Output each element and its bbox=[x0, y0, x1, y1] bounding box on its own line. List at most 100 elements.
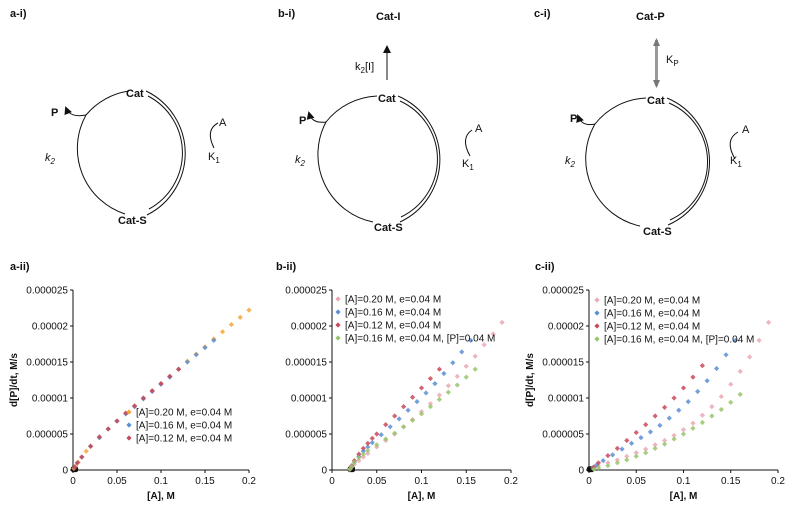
x-tick-label: 0.05 bbox=[367, 476, 387, 487]
data-point bbox=[680, 427, 687, 433]
data-point bbox=[450, 360, 456, 366]
data-point bbox=[387, 424, 393, 430]
data-point bbox=[237, 314, 243, 320]
data-point bbox=[436, 366, 442, 372]
data-point bbox=[472, 366, 478, 372]
node-cat: Cat bbox=[647, 95, 665, 107]
data-point bbox=[709, 413, 715, 419]
cycle-diagram-a: Cat Cat-S P A K1 k2 bbox=[45, 88, 227, 227]
y-tick-label: 0.000005 bbox=[26, 430, 68, 441]
equilibrium-head-down bbox=[653, 80, 660, 88]
data-point bbox=[499, 319, 505, 325]
data-point bbox=[628, 440, 635, 446]
legend-entry: [A]=0.12 M, e=0.04 M bbox=[345, 321, 441, 332]
legend-marker bbox=[594, 310, 600, 316]
data-point bbox=[605, 463, 611, 469]
cycle-arc-left-lower bbox=[76, 114, 126, 215]
x-tick-label: 0.1 bbox=[154, 476, 168, 487]
node-product: P bbox=[570, 113, 577, 125]
substrate-curve bbox=[209, 122, 219, 149]
x-tick-label: 0.15 bbox=[195, 476, 215, 487]
data-point bbox=[365, 447, 371, 454]
node-cat: Cat bbox=[126, 88, 144, 100]
data-point bbox=[369, 435, 375, 441]
data-point bbox=[690, 374, 696, 380]
product-release-arrow bbox=[64, 106, 87, 117]
data-point bbox=[365, 440, 371, 446]
legend-marker bbox=[335, 322, 341, 328]
y-tick-label: 0 bbox=[321, 466, 327, 477]
data-point bbox=[728, 399, 734, 405]
data-point bbox=[202, 345, 208, 351]
legend-marker bbox=[335, 296, 341, 302]
data-point bbox=[356, 455, 362, 461]
data-point bbox=[401, 404, 407, 410]
x-axis-label: [A], M bbox=[670, 491, 698, 502]
x-tick-label: 0.2 bbox=[771, 476, 785, 487]
node-product: P bbox=[299, 115, 306, 127]
data-point bbox=[454, 373, 460, 379]
equilibrium-double-line bbox=[655, 40, 658, 86]
node-cat: Cat bbox=[378, 93, 396, 105]
label-k1: K1 bbox=[730, 155, 742, 169]
data-point bbox=[643, 446, 649, 452]
data-point bbox=[605, 453, 611, 459]
data-point bbox=[436, 396, 442, 403]
data-point bbox=[105, 426, 111, 432]
y-tick-label: 0.00001 bbox=[548, 394, 585, 405]
y-tick-label: 0.00001 bbox=[291, 394, 328, 405]
y-tick-label: 0.000015 bbox=[542, 358, 584, 369]
legend-entry: [A]=0.16 M, e=0.04 M bbox=[345, 308, 441, 319]
label-substrate: A bbox=[219, 117, 227, 129]
data-point bbox=[463, 374, 469, 380]
data-point bbox=[378, 432, 384, 438]
data-point bbox=[184, 359, 190, 365]
legend-entry: [A]=0.20 M, e=0.04 M bbox=[345, 295, 441, 306]
data-point bbox=[699, 412, 705, 418]
data-point bbox=[671, 436, 677, 442]
y-tick-label: 0.00001 bbox=[32, 394, 69, 405]
data-point bbox=[220, 329, 226, 335]
data-point bbox=[414, 399, 420, 405]
data-point bbox=[666, 415, 672, 421]
data-point bbox=[737, 391, 743, 397]
y-tick-label: 0.00002 bbox=[32, 322, 69, 333]
label-k1: K1 bbox=[208, 151, 220, 165]
cycle-diagram-c: Cat-P KP Cat Cat-S P A K1 k2 bbox=[565, 11, 750, 238]
data-point bbox=[132, 403, 138, 409]
y-tick-label: 0.000025 bbox=[285, 286, 327, 297]
data-point bbox=[365, 444, 371, 450]
data-point bbox=[423, 390, 429, 396]
data-point bbox=[459, 349, 465, 355]
data-point bbox=[383, 422, 389, 428]
data-point bbox=[167, 373, 173, 379]
data-point bbox=[427, 401, 434, 407]
data-point bbox=[490, 331, 496, 337]
data-point bbox=[595, 460, 602, 466]
data-point bbox=[88, 443, 94, 449]
data-point bbox=[676, 407, 682, 413]
data-point bbox=[79, 454, 85, 460]
node-cat-s: Cat-S bbox=[118, 215, 147, 227]
data-point bbox=[228, 321, 234, 328]
y-axis-label: d[P]/dt, M/s bbox=[525, 353, 536, 407]
data-point bbox=[392, 430, 398, 436]
legend-marker bbox=[335, 309, 341, 315]
legend-entry: [A]=0.20 M, e=0.04 M bbox=[136, 408, 232, 419]
data-point bbox=[633, 450, 639, 456]
legend-entry: [A]=0.16 M, e=0.04 M bbox=[604, 309, 700, 320]
data-point bbox=[671, 395, 677, 401]
data-point bbox=[593, 462, 600, 468]
data-point bbox=[713, 365, 720, 372]
cycle-diagram-b: Cat-I k2[I] Cat Cat-S P A K1 k2 bbox=[295, 11, 483, 234]
data-point bbox=[176, 366, 182, 372]
y-tick-label: 0.000025 bbox=[26, 286, 68, 297]
data-point bbox=[709, 404, 715, 410]
data-point bbox=[360, 454, 366, 460]
data-point bbox=[671, 432, 677, 439]
data-point bbox=[418, 411, 425, 417]
data-point bbox=[657, 422, 663, 428]
data-point bbox=[723, 352, 729, 358]
x-tick-label: 0.2 bbox=[242, 476, 256, 487]
legend-marker bbox=[335, 335, 341, 341]
